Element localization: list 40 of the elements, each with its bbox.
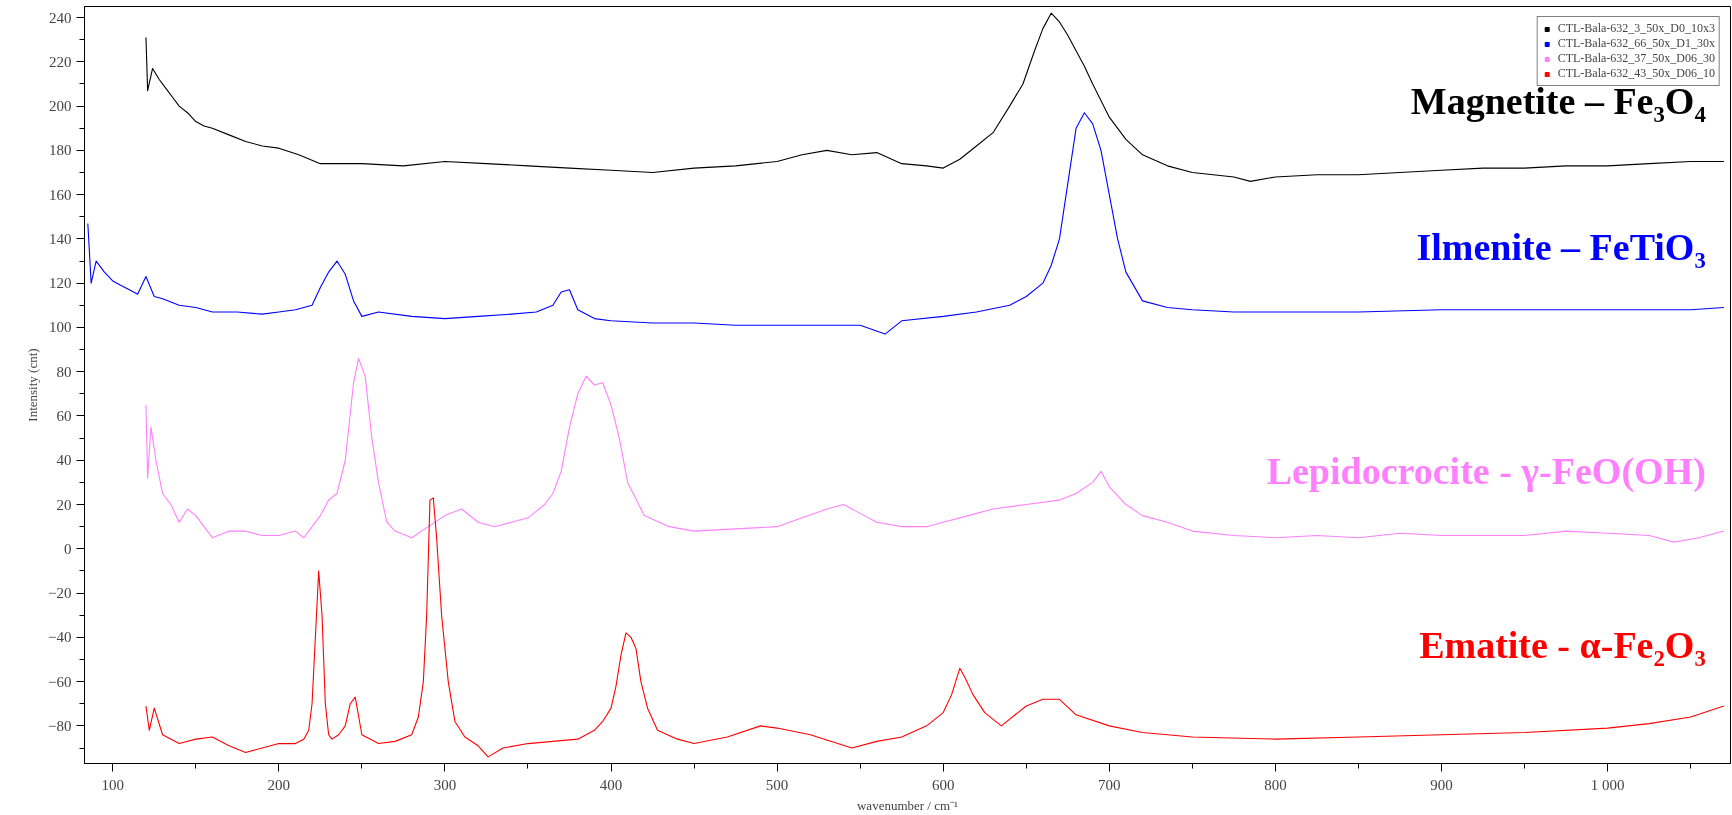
line-series xyxy=(145,497,1725,758)
x-tick-label: 700 xyxy=(1098,776,1121,793)
y-tick-label: −20 xyxy=(48,585,72,602)
legend-label: CTL-Bala-632_37_50x_D06_30 xyxy=(1557,51,1715,66)
x-tick-label: 800 xyxy=(1264,776,1287,793)
y-axis-title: Intensity (cnt) xyxy=(25,348,41,422)
legend-label: CTL-Bala-632_66_50x_D1_30x xyxy=(1557,36,1715,51)
annotation: Ilmenite – FeTiO₃ xyxy=(1416,225,1706,268)
x-tick-label: 900 xyxy=(1430,776,1453,793)
y-tick-label: 240 xyxy=(49,9,72,26)
annotation: Magnetite – Fe₃O₄ xyxy=(1410,79,1707,122)
x-tick-label: 400 xyxy=(599,776,623,793)
y-tick-label: 40 xyxy=(56,452,72,469)
y-tick-label: 180 xyxy=(49,142,72,159)
y-tick-label: 200 xyxy=(49,98,72,115)
x-tick-label: 200 xyxy=(267,776,291,793)
y-tick-label: 80 xyxy=(56,363,72,380)
y-tick-label: −40 xyxy=(48,629,72,646)
line-series xyxy=(145,12,1725,182)
y-tick-label: 20 xyxy=(56,496,72,513)
x-tick-label: 300 xyxy=(433,776,457,793)
legend-label: CTL-Bala-632_43_50x_D06_10 xyxy=(1557,66,1715,81)
annotation: Ematite - α-Fe₂O₃ xyxy=(1419,624,1706,667)
annotation: Lepidocrocite - γ-FeO(OH) xyxy=(1266,449,1706,493)
x-tick-label: 1 000 xyxy=(1590,776,1625,793)
y-tick-label: −60 xyxy=(48,673,72,690)
y-tick-label: −80 xyxy=(48,717,72,734)
y-tick-label: 120 xyxy=(49,275,72,292)
x-tick-label: 100 xyxy=(101,776,124,793)
y-tick-label: 60 xyxy=(56,407,72,424)
x-tick-label: 600 xyxy=(931,776,955,793)
y-tick-label: 0 xyxy=(64,540,72,557)
x-axis-title: wavenumber / cm⁻¹ xyxy=(856,797,959,813)
legend-label: CTL-Bala-632_3_50x_D0_10x3 xyxy=(1557,21,1715,36)
x-tick-label: 500 xyxy=(765,776,789,793)
y-tick-label: 220 xyxy=(49,53,72,70)
y-tick-label: 160 xyxy=(49,186,72,203)
y-tick-label: 140 xyxy=(49,230,72,247)
y-tick-label: 100 xyxy=(49,319,72,336)
line-series xyxy=(145,357,1725,543)
